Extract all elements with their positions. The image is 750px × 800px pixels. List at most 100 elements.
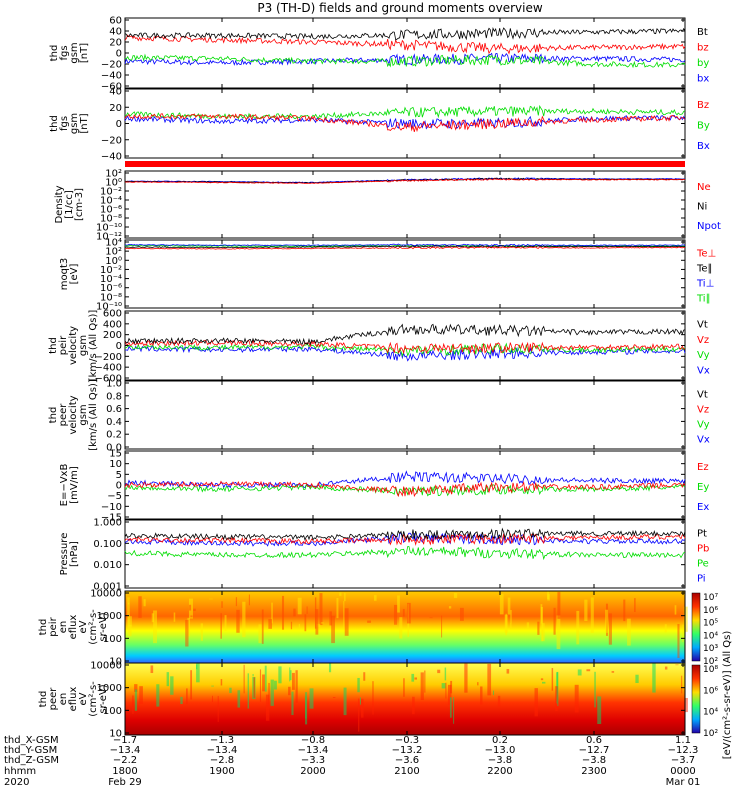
- spectrogram-streak: [185, 619, 189, 647]
- series-line-by: [124, 53, 686, 69]
- y-axis-label: peer: [48, 687, 59, 711]
- spectrogram-streak: [289, 670, 292, 681]
- x-tick-value: −3.8: [488, 755, 512, 766]
- spectrogram-streak: [166, 672, 170, 687]
- spectrogram-streak: [608, 613, 612, 645]
- spectrogram-streak: [248, 594, 250, 606]
- series-line-ti: [124, 243, 686, 247]
- spectrogram-streak: [193, 608, 196, 612]
- y-tick-label: 10⁻⁸: [100, 292, 122, 303]
- spectrogram-streak: [407, 602, 411, 624]
- y-tick-label: 5: [116, 470, 122, 481]
- spectrogram-streak: [291, 691, 294, 715]
- spectrogram-streak: [402, 608, 405, 617]
- y-tick-label: 10: [109, 729, 122, 740]
- y-tick-label: 0.6: [106, 404, 122, 415]
- spectrogram-streak: [367, 620, 371, 623]
- colorbar-tick-label: 10⁵: [703, 619, 718, 629]
- legend-pt: Pt: [697, 529, 707, 540]
- spectrogram-streak: [332, 697, 336, 698]
- x-tick-value: −12.7: [579, 745, 610, 756]
- series-line-vx: [125, 345, 686, 362]
- y-axis-label: eflux: [68, 687, 79, 712]
- y-tick-label: 10: [109, 459, 122, 470]
- series-line-vt: [124, 323, 686, 346]
- spectrogram-streak: [196, 663, 200, 683]
- legend-vx: Vx: [697, 365, 710, 376]
- y-tick-label: 0.0: [106, 443, 122, 454]
- spectrogram-streak: [459, 607, 464, 621]
- x-tick-value: −3.8: [582, 755, 606, 766]
- spectrogram-streak: [339, 592, 342, 596]
- spectrogram-streak: [274, 680, 277, 690]
- spectrogram-streak: [547, 591, 550, 600]
- spectrogram-streak: [674, 605, 677, 615]
- spectrogram-streak: [336, 597, 339, 619]
- legend-vy: Vy: [697, 420, 710, 431]
- x-row-label: 2020: [4, 777, 29, 788]
- y-tick-label: 10⁻¹⁰: [96, 223, 122, 234]
- spectrogram-streak: [681, 675, 683, 694]
- y-axis-label: [mV/m]: [69, 466, 80, 504]
- y-tick-label: 0.8: [106, 391, 122, 402]
- spectrogram-streak: [180, 696, 183, 704]
- x-tick-value: −12.3: [668, 745, 699, 756]
- spectrogram-streak: [574, 684, 579, 713]
- spectrogram-streak: [236, 609, 240, 633]
- spectrogram-streak: [399, 617, 403, 639]
- spectrogram-streak: [243, 664, 245, 694]
- y-tick-label: 40: [109, 27, 122, 38]
- y-axis-label: moqt3: [59, 258, 70, 291]
- x-tick-value: 1900: [209, 766, 234, 777]
- y-axis-label: [nT]: [79, 43, 90, 63]
- y-tick-label: 10000: [90, 589, 122, 600]
- y-tick-label: −5: [107, 491, 122, 502]
- legend-by: by: [697, 58, 709, 69]
- spectrogram-streak: [480, 686, 483, 705]
- spectrogram-streak: [540, 604, 543, 624]
- y-tick-label: 10000: [90, 661, 122, 672]
- y-tick-label: 15: [109, 449, 122, 460]
- spectrogram-streak: [623, 599, 626, 622]
- x-tick-value: 1800: [112, 766, 137, 777]
- colorbar-tick-label: 10³: [703, 644, 718, 654]
- colorbar-strip: [691, 664, 701, 734]
- series-line-bx: [124, 52, 686, 66]
- y-tick-label: 100: [103, 634, 122, 645]
- spectrogram-streak: [634, 598, 636, 613]
- x-tick-value: −13.4: [110, 745, 141, 756]
- spectrogram-streak: [449, 697, 452, 718]
- spectrogram-streak: [127, 597, 130, 629]
- spectrogram-streak: [414, 677, 417, 680]
- spectrogram-streak: [261, 609, 264, 644]
- y-axis-label: E=−VxB: [59, 464, 70, 507]
- legend-ez: Ez: [697, 462, 709, 473]
- y-tick-label: 20: [109, 38, 122, 49]
- spectrogram-streak: [597, 696, 602, 725]
- spectrogram-streak: [156, 684, 160, 707]
- colorbar-tick-label: 10⁶: [703, 686, 718, 696]
- y-tick-label: 0.001: [93, 582, 122, 593]
- spectrogram-streak: [290, 621, 293, 630]
- y-tick-label: 0.4: [106, 417, 122, 428]
- y-tick-label: 600: [103, 309, 122, 320]
- spectrogram-streak: [652, 663, 656, 693]
- spectrogram-streak: [363, 672, 366, 681]
- legend-vx: Vx: [697, 435, 710, 446]
- y-tick-label: −600: [95, 374, 122, 385]
- spectrogram-streak: [306, 606, 308, 614]
- spectrogram-streak: [186, 688, 188, 705]
- panel-frame: [124, 17, 686, 89]
- y-axis-label: gsm: [69, 113, 80, 134]
- spectrogram-streak: [557, 671, 559, 707]
- y-tick-label: 10⁰: [105, 256, 122, 267]
- spectrogram-streak: [132, 695, 134, 714]
- x-tick-value: −2.8: [210, 755, 234, 766]
- y-axis-label: thd: [38, 691, 49, 708]
- spectrogram-streak: [448, 606, 452, 609]
- y-axis-label: fgs: [59, 116, 70, 131]
- spectrogram-streak: [242, 601, 246, 638]
- spectrogram-streak: [291, 672, 295, 690]
